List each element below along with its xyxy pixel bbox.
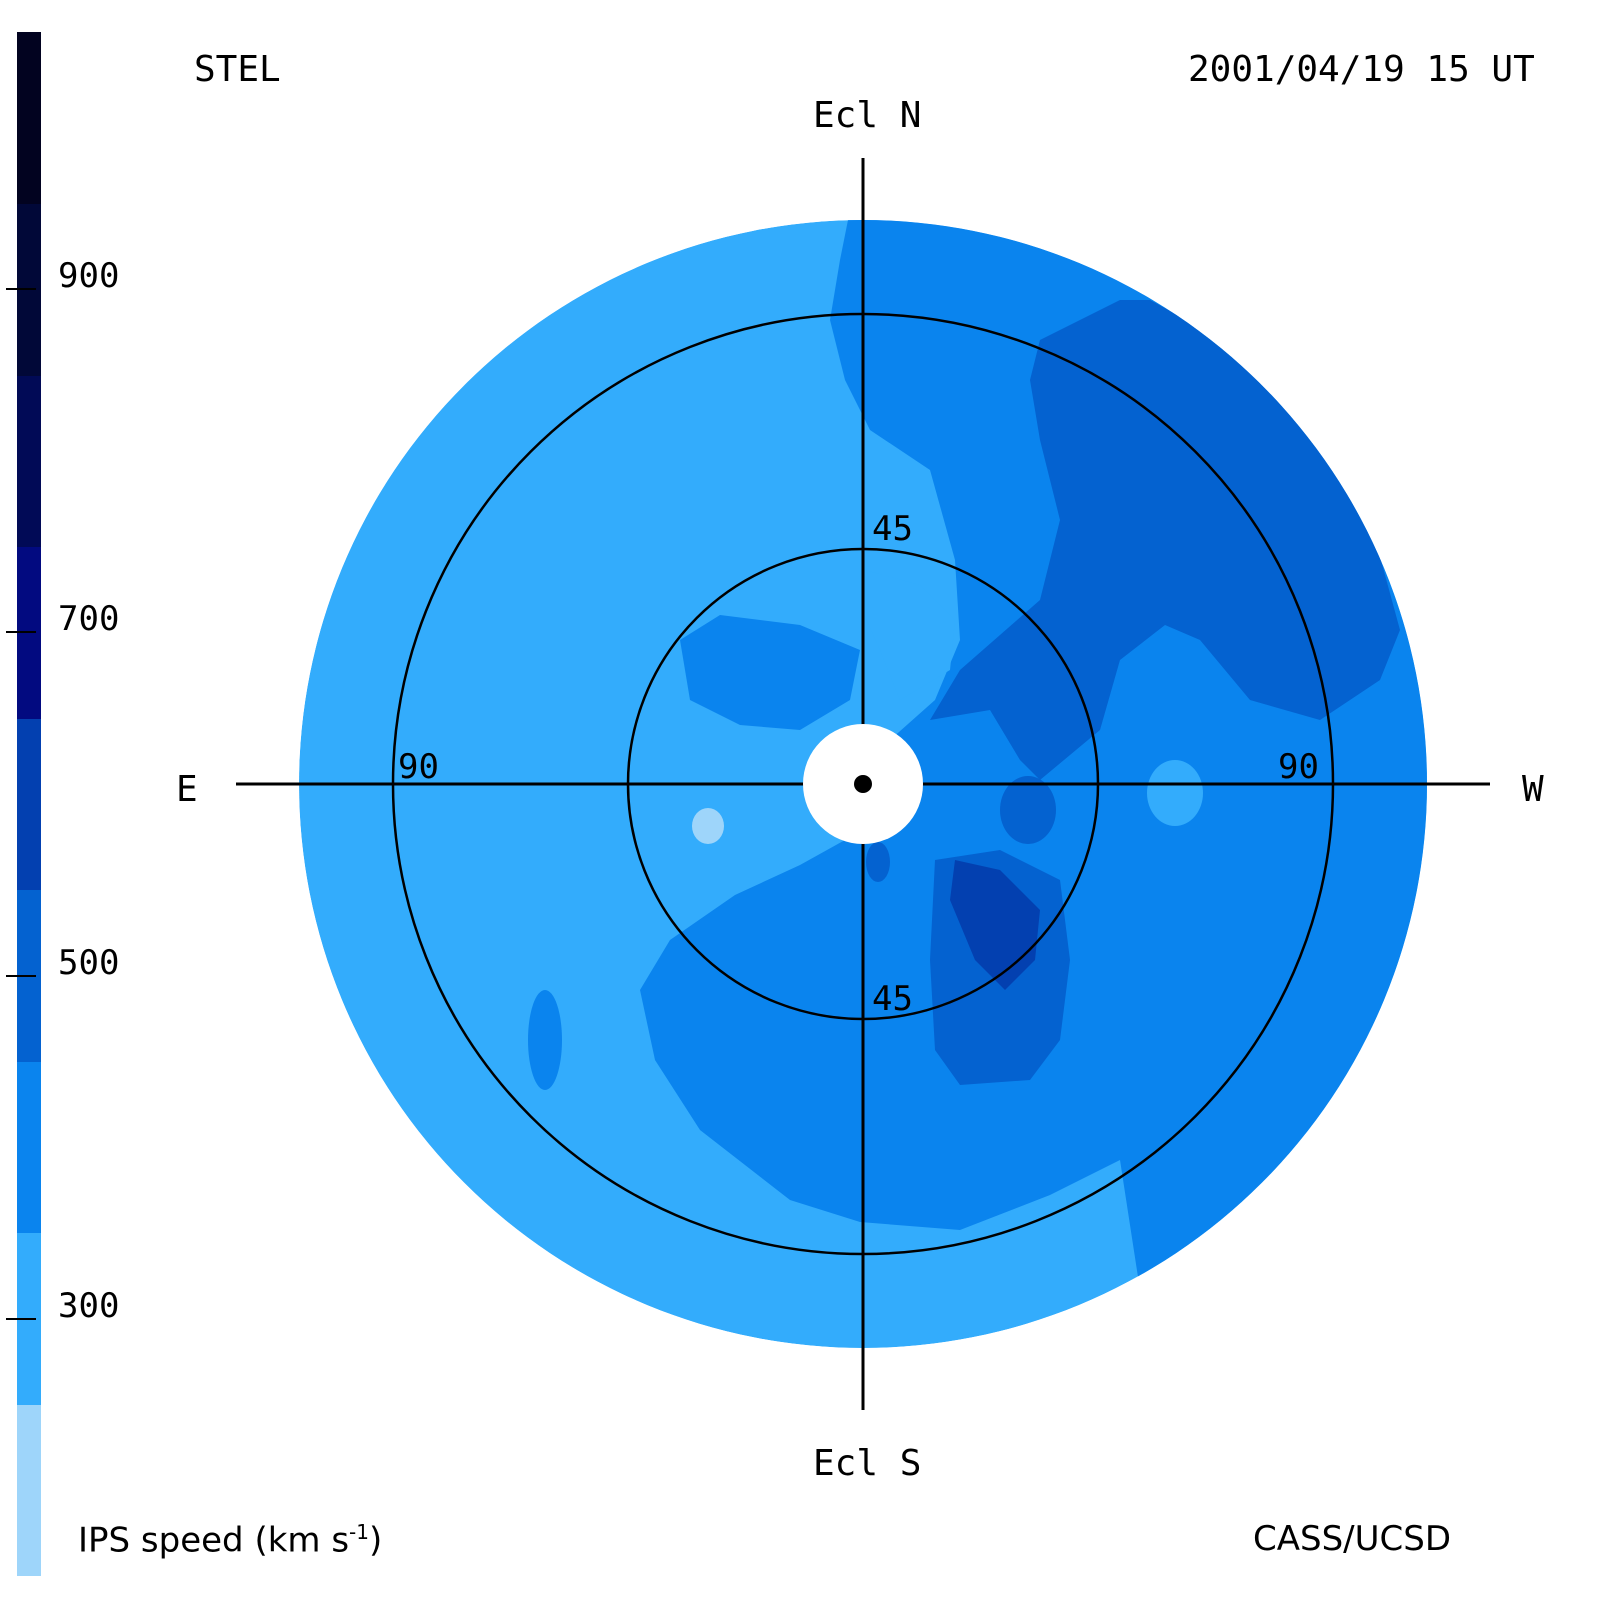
speed-colorbar [17,32,41,1577]
ring-label-90-left: 90 [398,747,439,787]
colorbar-tick-label-500: 500 [58,942,120,983]
region-500-south-spot [866,842,890,882]
ring-label-45-top: 45 [872,509,913,549]
region-400-east-streak [528,990,562,1090]
colorbar-level-350-450 [17,1061,41,1234]
observatory-label: STEL [194,49,281,90]
region-600-core [950,860,1040,990]
region-500-northwest-band [930,300,1400,780]
region-300-west-spot [1147,760,1203,826]
datetime-label: 2001/04/19 15 UT [1188,49,1535,90]
region-400-northeast-blob [680,615,860,730]
credit-label: CASS/UCSD [1253,1519,1452,1559]
label-ecl-south: Ecl S [813,1443,922,1484]
colorbar-tick-label-300: 300 [58,1285,120,1326]
colorbar-level-950-1050 [17,32,41,205]
colorbar-level-750-850 [17,375,41,548]
colorbar-tick-300 [6,1317,36,1320]
label-west: W [1522,769,1544,810]
colorbar-tick-900 [6,288,36,291]
region-300-north-pocket [862,570,955,700]
colorbar-level-150-250 [17,1404,41,1577]
ring-label-45-bottom: 45 [872,979,913,1019]
colorbar-tick-700 [6,631,36,634]
ring-label-90-right: 90 [1278,747,1319,787]
colorbar-tick-label-900: 900 [58,256,120,297]
sun-marker [854,775,872,793]
colorbar-tick-500 [6,974,36,977]
region-500-west-spot [1000,776,1056,844]
label-ecl-north: Ecl N [813,95,922,136]
label-east: E [176,769,198,810]
colorbar-level-550-650 [17,718,41,891]
colorbar-title: IPS speed (km s-1) [78,1520,383,1561]
colorbar-tick-label-700: 700 [58,599,120,640]
region-200-spot [692,808,724,844]
